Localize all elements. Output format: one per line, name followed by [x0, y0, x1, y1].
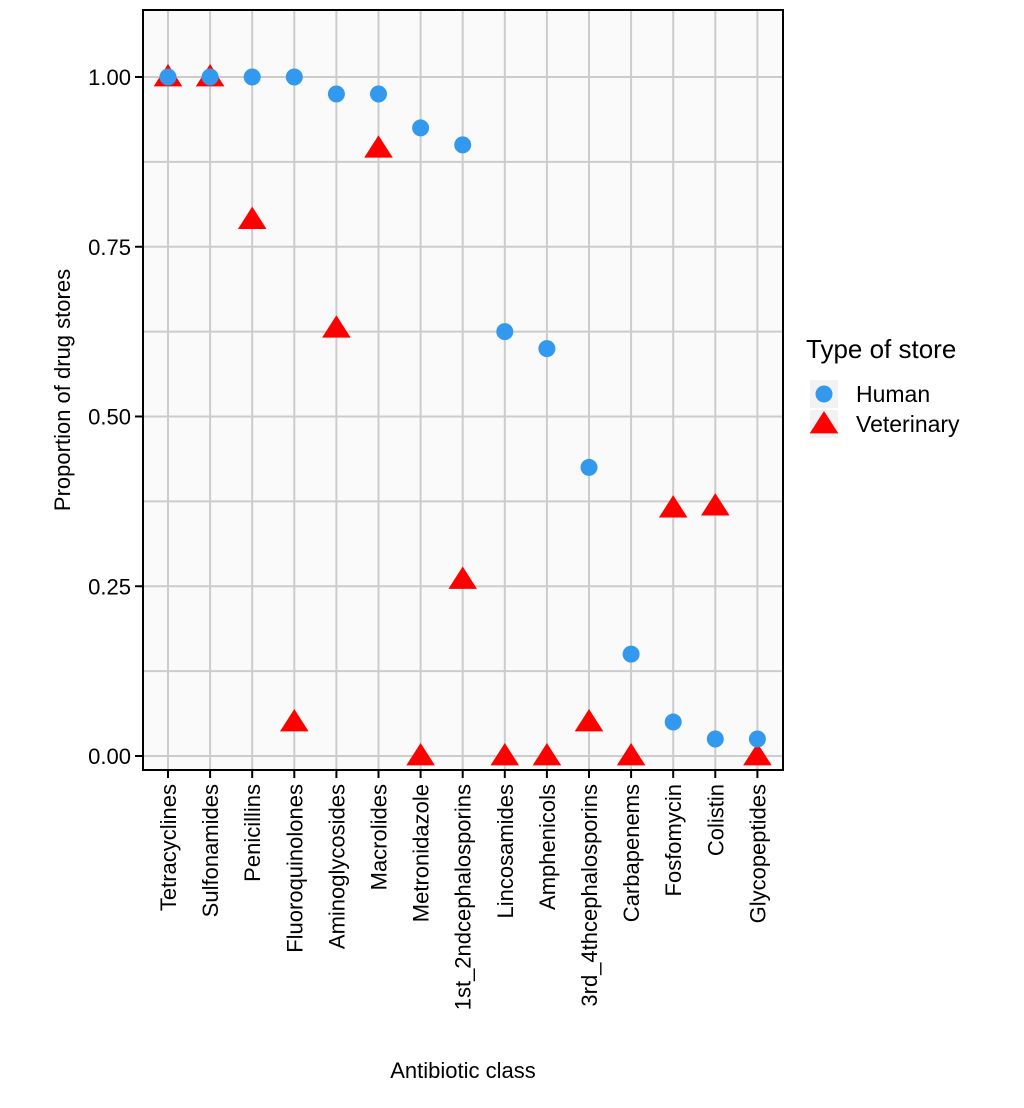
x-tick-label: Penicillins — [240, 784, 265, 882]
veterinary-point — [574, 709, 604, 732]
x-tick-label: Aminoglycosides — [324, 784, 349, 949]
human-point — [327, 85, 345, 103]
y-axis-label: Proportion of drug stores — [50, 269, 75, 511]
legend-title: Type of store — [806, 334, 956, 364]
legend-label: Human — [856, 381, 930, 407]
x-tick-label: 3rd_4thcephalosporins — [577, 784, 602, 1007]
legend-key-veterinary — [809, 411, 839, 434]
y-tick-label: 0.50 — [88, 405, 131, 430]
series-human — [159, 68, 766, 748]
y-tick-label: 1.00 — [88, 65, 131, 90]
human-point — [496, 323, 514, 341]
y-axis: 0.00 0.25 0.50 0.75 1.00 — [88, 65, 143, 769]
veterinary-point — [658, 495, 688, 518]
y-tick-label: 0.00 — [88, 744, 131, 769]
y-tick-label: 0.75 — [88, 235, 131, 260]
legend: Type of store Human Veterinary — [806, 334, 960, 438]
veterinary-point — [406, 743, 435, 766]
human-point — [454, 136, 472, 154]
legend-key-human — [815, 385, 833, 403]
x-axis: Tetracyclines Sulfonamides Penicillins Fluo… — [156, 770, 770, 1010]
human-point — [201, 68, 219, 86]
human-point — [622, 645, 640, 663]
veterinary-point — [322, 315, 351, 338]
veterinary-point — [280, 709, 309, 732]
human-point — [285, 68, 303, 86]
human-point — [412, 119, 430, 137]
human-point — [370, 85, 387, 103]
x-tick-label: Sulfonamides — [198, 784, 223, 917]
x-tick-label: Metronidazole — [409, 784, 434, 922]
data-points — [153, 64, 772, 766]
veterinary-point — [616, 743, 646, 766]
human-point — [748, 730, 766, 748]
veterinary-point — [364, 135, 393, 158]
x-tick-label: Fluoroquinolones — [282, 784, 307, 953]
x-tick-label: 1st_2ndcephalosporins — [451, 784, 476, 1010]
veterinary-point — [237, 206, 267, 229]
x-tick-label: Glycopeptides — [745, 784, 770, 923]
x-tick-label: Macrolides — [367, 784, 392, 890]
x-tick-label: Tetracyclines — [156, 784, 181, 911]
human-point — [538, 340, 556, 358]
x-axis-label: Antibiotic class — [390, 1058, 536, 1083]
x-tick-label: Colistin — [703, 784, 728, 856]
veterinary-point — [448, 566, 477, 589]
human-point — [243, 68, 261, 86]
veterinary-point — [701, 493, 730, 516]
y-tick-label: 0.25 — [88, 574, 131, 599]
veterinary-point — [490, 743, 520, 766]
human-point — [580, 458, 598, 476]
x-tick-label: Fosfomycin — [661, 784, 686, 896]
legend-label: Veterinary — [856, 411, 960, 437]
veterinary-point — [532, 743, 562, 766]
x-tick-label: Amphenicols — [535, 784, 560, 910]
human-point — [706, 730, 724, 748]
veterinary-point — [743, 743, 772, 766]
x-tick-label: Carbapenems — [619, 784, 644, 922]
human-point — [159, 68, 177, 86]
x-tick-label: Lincosamides — [493, 784, 518, 919]
human-point — [664, 713, 682, 731]
